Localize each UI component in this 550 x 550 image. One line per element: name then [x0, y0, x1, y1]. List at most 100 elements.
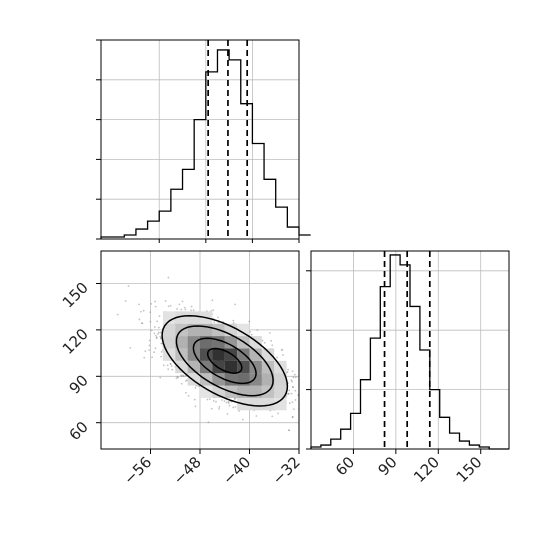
x-hist-frame [100, 39, 300, 240]
joint-sample-point [271, 344, 274, 347]
joint-sample-point [153, 326, 156, 328]
joint-contour-line [175, 325, 274, 397]
joint-sample-point [127, 285, 130, 287]
joint-sample-point [149, 311, 152, 314]
joint-sample-point [180, 308, 183, 311]
joint-sample-point [255, 415, 258, 417]
joint-density-cell [224, 360, 238, 374]
joint-sample-point [157, 333, 159, 335]
joint-sample-point [171, 368, 174, 371]
joint-sample-point [155, 336, 158, 339]
joint-sample-point [151, 356, 154, 359]
joint-sample-point [182, 375, 185, 378]
joint-sample-point [160, 351, 163, 353]
joint-sample-point [160, 342, 163, 345]
joint-sample-point [291, 401, 294, 404]
joint-sample-point [232, 322, 235, 324]
joint-sample-point [303, 397, 305, 399]
joint-sample-point [256, 329, 259, 332]
joint-sample-point [153, 332, 156, 335]
joint-sample-point [124, 300, 127, 302]
joint-density-cell [162, 323, 176, 337]
joint-y-tick-label: 150 [59, 279, 92, 312]
joint-sample-point [280, 349, 283, 351]
joint-sample-point [156, 320, 159, 323]
x-hist-plot-area [101, 40, 299, 239]
joint-sample-point [180, 375, 183, 378]
joint-sample-point [194, 405, 197, 408]
y-hist-y-ticks [306, 270, 311, 450]
joint-y-tick-label: 90 [66, 371, 92, 397]
joint-sample-point [167, 368, 170, 371]
joint-sample-point [169, 362, 172, 365]
joint-sample-point [143, 356, 146, 359]
joint-density-cell [162, 311, 176, 324]
joint-density-cell [162, 336, 176, 349]
joint-contours [161, 314, 289, 407]
joint-sample-point [288, 402, 291, 405]
joint-density-cell [175, 360, 188, 374]
joint-sample-point [150, 302, 153, 305]
joint-sample-point [158, 315, 161, 318]
joint-x-tick-label: −48 [170, 453, 205, 488]
joint-sample-point [225, 401, 228, 404]
joint-y-tick-label: 60 [66, 418, 92, 444]
joint-sample-point [210, 407, 213, 410]
joint-sample-point [287, 392, 290, 395]
joint-sample-point [198, 385, 200, 388]
joint-density-cells [162, 311, 287, 411]
joint-sample-point [276, 356, 279, 359]
joint-sample-point [193, 398, 196, 401]
y-hist-x-tick-label: 60 [332, 453, 358, 479]
joint-density-cell [212, 348, 225, 361]
y-hist-x-ticks: 60 90 120 150 [332, 449, 486, 486]
joint-x-ticks: −56 −48 −40 −32 [120, 449, 304, 488]
joint-sample-point [234, 303, 237, 306]
joint-sample-point [233, 398, 236, 401]
joint-sample-point [294, 389, 297, 392]
joint-sample-point [182, 374, 184, 377]
joint-sample-point [190, 305, 193, 308]
x-hist-y-ticks [96, 39, 101, 240]
joint-sample-point [290, 392, 293, 395]
joint-sample-point [176, 375, 179, 378]
joint-sample-point [217, 316, 219, 319]
joint-sample-point [290, 379, 293, 382]
joint-sample-point [234, 406, 237, 408]
joint-sample-point [169, 304, 172, 307]
joint-sample-point [269, 332, 271, 334]
joint-density-cell [274, 385, 287, 398]
joint-sample-point [294, 399, 297, 401]
joint-sample-point [305, 398, 307, 400]
joint-sample-point [138, 318, 141, 321]
joint-sample-point [194, 387, 197, 389]
joint-sample-point [148, 339, 151, 342]
joint-density-cell [212, 373, 225, 386]
joint-sample-point [150, 329, 153, 332]
joint-sample-point [177, 376, 179, 379]
joint-sample-point [304, 400, 306, 402]
joint-sample-point [261, 339, 264, 342]
joint-density-cell [187, 336, 200, 349]
joint-sample-point [227, 402, 230, 404]
joint-sample-point [228, 404, 231, 407]
joint-sample-point [192, 309, 195, 312]
joint-sample-point [292, 408, 295, 411]
joint-sample-point [154, 300, 156, 303]
joint-sample-point [159, 335, 162, 338]
joint-sample-point [154, 347, 157, 350]
joint-contour-line [192, 337, 257, 385]
joint-sample-point [263, 341, 266, 344]
joint-sample-point [159, 376, 162, 379]
joint-sample-point [232, 319, 235, 322]
joint-sample-point [291, 370, 294, 373]
joint-sample-point [302, 397, 304, 399]
joint-sample-point [212, 400, 215, 402]
joint-sample-point [238, 410, 241, 412]
joint-sample-point [227, 400, 230, 403]
joint-density-cell [261, 397, 275, 411]
joint-sample-point [208, 398, 211, 400]
joint-density-cell [187, 360, 200, 374]
joint-sample-point [301, 425, 303, 427]
